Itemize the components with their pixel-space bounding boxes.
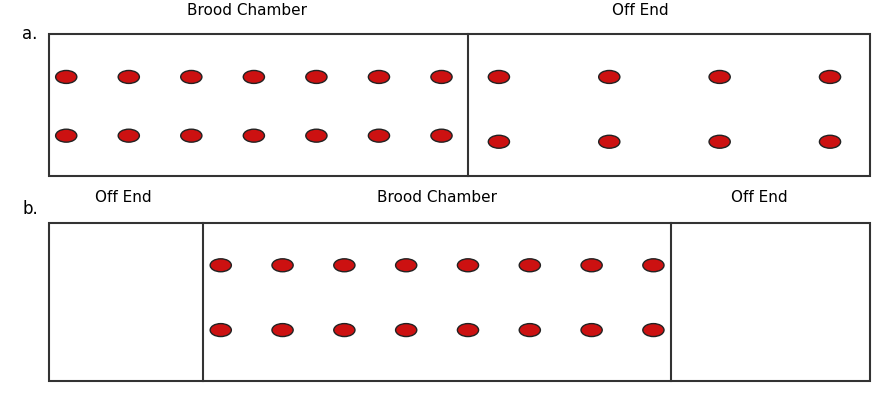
Ellipse shape [643,324,664,337]
Ellipse shape [457,259,479,272]
Ellipse shape [368,129,389,142]
Ellipse shape [272,324,293,337]
Ellipse shape [272,259,293,272]
Ellipse shape [709,70,730,83]
Text: Brood Chamber: Brood Chamber [377,190,497,205]
Ellipse shape [488,70,509,83]
Ellipse shape [431,129,452,142]
Ellipse shape [244,70,265,83]
Ellipse shape [210,324,231,337]
Ellipse shape [368,70,389,83]
Bar [49,34,870,176]
Ellipse shape [581,324,602,337]
Ellipse shape [709,135,730,148]
Ellipse shape [56,129,77,142]
Bar [49,223,870,381]
Ellipse shape [599,135,620,148]
Ellipse shape [334,259,355,272]
Text: Off End: Off End [95,190,152,205]
Ellipse shape [396,259,417,272]
Ellipse shape [118,70,140,83]
Ellipse shape [819,70,841,83]
Ellipse shape [519,324,540,337]
Ellipse shape [431,70,452,83]
Ellipse shape [581,259,602,272]
Ellipse shape [56,70,77,83]
Text: a.: a. [22,26,37,43]
Ellipse shape [457,324,479,337]
Ellipse shape [819,135,841,148]
Text: Brood Chamber: Brood Chamber [187,3,307,18]
Ellipse shape [118,129,140,142]
Ellipse shape [488,135,509,148]
Ellipse shape [396,324,417,337]
Ellipse shape [643,259,664,272]
Ellipse shape [599,70,620,83]
Ellipse shape [181,129,202,142]
Ellipse shape [244,129,265,142]
Ellipse shape [181,70,202,83]
Ellipse shape [306,129,327,142]
Text: Off End: Off End [731,190,788,205]
Text: b.: b. [22,200,38,217]
Ellipse shape [519,259,540,272]
Ellipse shape [306,70,327,83]
Text: Off End: Off End [612,3,668,18]
Ellipse shape [334,324,355,337]
Ellipse shape [210,259,231,272]
